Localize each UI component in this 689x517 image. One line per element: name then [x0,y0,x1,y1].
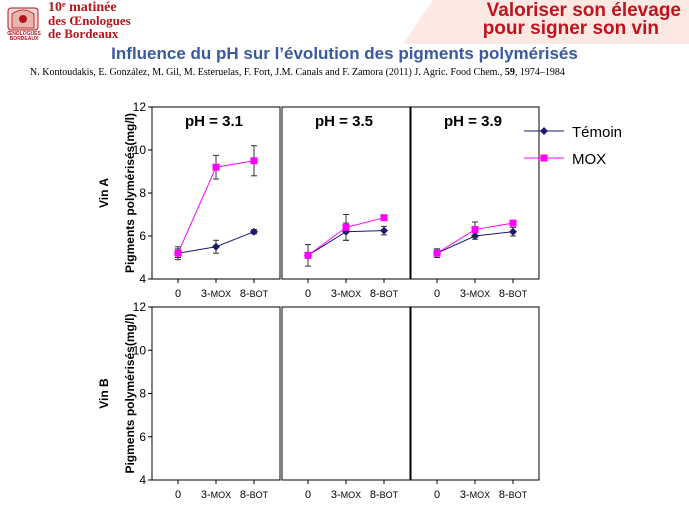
y-axis-label: Pigments polymérisés(mg/l) [123,313,137,473]
panel-frame [410,106,540,280]
row-label: Vin A [97,178,111,208]
y-tick-label: 4 [139,473,146,487]
citation-authors: N. Kontoudakis, E. González, M. Gil, M. … [30,67,505,78]
x-tick-label: 0 [175,288,181,300]
data-point [174,249,182,257]
panel-title: pH = 3.1 [185,113,243,130]
x-tick-label: 0 [434,489,440,501]
x-tick-label: 8-BOT [240,489,269,501]
x-tick-label: 8-BOT [370,489,399,501]
panel-title: pH = 3.9 [444,113,502,130]
legend-label: MOX [572,151,606,168]
slogan-line2: pour signer son vin [482,18,659,39]
slogan-line1: Valoriser son élevage [486,0,681,21]
y-tick-label: 6 [139,430,146,444]
x-tick-label: 3-MOX [201,288,231,300]
citation: N. Kontoudakis, E. González, M. Gil, M. … [30,67,565,78]
x-tick-label: 0 [434,288,440,300]
logo-text: ŒNOLOGUES BORDEAUX [7,31,41,42]
data-point [250,227,258,236]
legend-label: Témoin [572,124,622,141]
panel-frame [151,306,281,481]
x-tick-label: 3-MOX [460,288,490,300]
citation-volume: 59 [504,67,515,78]
legend-marker [540,154,548,162]
data-point [471,226,479,234]
y-tick-label: 10 [133,143,147,157]
y-tick-label: 12 [133,300,147,314]
citation-pages: , 1974–1984 [514,67,565,78]
data-point [380,214,388,222]
event-title-line2: des Œnologues [48,13,131,28]
legend-marker [540,127,548,135]
row-label: Vin B [97,378,111,409]
panel-frame [410,306,540,481]
data-point [509,219,517,227]
x-tick-label: 3-MOX [201,489,231,501]
data-point [433,249,441,257]
panel-frame [281,106,411,280]
x-tick-label: 0 [305,288,311,300]
x-tick-label: 8-BOT [499,288,528,300]
slogan-banner-background [403,0,689,44]
y-tick-label: 6 [139,229,146,243]
oenologues-logo [7,7,39,31]
y-axis-label: Pigments polymérisés(mg/l) [123,113,137,273]
panel-frame [281,306,411,481]
x-tick-label: 0 [305,489,311,501]
x-tick-label: 3-MOX [331,288,361,300]
data-point [342,223,350,231]
data-point [212,163,220,171]
event-title-line3: de Bordeaux [48,26,119,41]
data-point [212,242,220,251]
panel-title: pH = 3.5 [315,113,373,130]
y-tick-label: 8 [139,186,146,200]
y-tick-label: 4 [139,272,146,286]
data-point [509,227,517,236]
slide-title: Influence du pH sur l’évolution des pigm… [111,44,578,63]
y-tick-label: 10 [133,343,147,357]
data-point [304,251,312,259]
data-point [380,226,388,235]
y-tick-label: 12 [133,100,147,114]
x-tick-label: 8-BOT [370,288,399,300]
header: ŒNOLOGUES BORDEAUX 10ᵉ matinée des Œnolo… [0,0,689,44]
x-tick-label: 8-BOT [499,489,528,501]
y-tick-label: 8 [139,387,146,401]
event-title-line1: 10ᵉ matinée [48,0,117,15]
x-tick-label: 3-MOX [460,489,490,501]
x-tick-label: 3-MOX [331,489,361,501]
x-tick-label: 8-BOT [240,288,269,300]
data-point [250,157,258,165]
x-tick-label: 0 [175,489,181,501]
